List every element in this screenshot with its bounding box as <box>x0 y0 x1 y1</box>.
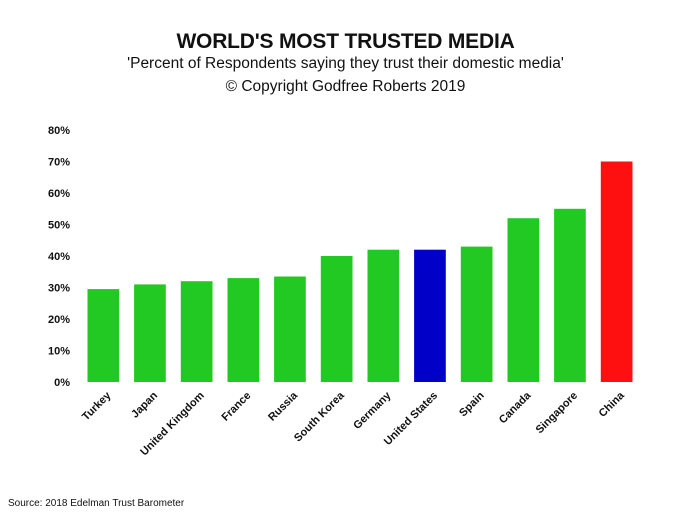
bar-singapore <box>554 208 586 383</box>
bar-france <box>227 278 260 382</box>
bar-germany <box>367 249 400 382</box>
bar-china <box>600 161 633 382</box>
y-axis: 0% 10% 20% 30% 40% 50% 60% 70% 80% <box>48 125 70 389</box>
y-tick-label: 30% <box>48 283 70 295</box>
chart-subtitle: 'Percent of Respondents saying they trus… <box>127 55 564 72</box>
chart-title: WORLD'S MOST TRUSTED MEDIA <box>176 30 515 53</box>
bar-united-kingdom <box>180 281 213 382</box>
bar-united-states <box>414 249 446 382</box>
bar-south-korea <box>320 256 353 382</box>
x-tick-label: Singapore <box>534 390 581 437</box>
y-tick-label: 70% <box>48 157 70 169</box>
y-tick-label: 50% <box>48 220 70 232</box>
y-tick-label: 40% <box>48 251 70 263</box>
y-tick-label: 0% <box>54 377 70 389</box>
x-tick-label: China <box>597 389 628 420</box>
x-tick-label: France <box>219 390 253 424</box>
bar-turkey <box>87 289 120 382</box>
bar-japan <box>134 284 166 382</box>
y-tick-label: 20% <box>48 314 70 326</box>
bar-spain <box>460 246 493 382</box>
x-tick-label: Turkey <box>80 389 114 423</box>
bar-russia <box>274 276 306 382</box>
x-tick-label: Germany <box>351 389 394 432</box>
x-tick-label: South Korea <box>292 389 347 444</box>
x-tick-label: Japan <box>129 389 160 420</box>
x-tick-label: Russia <box>266 389 301 424</box>
x-tick-label: Spain <box>457 389 487 419</box>
y-tick-label: 60% <box>48 188 70 200</box>
chart-copyright: © Copyright Godfree Roberts 2019 <box>225 78 466 95</box>
chart-source: Source: 2018 Edelman Trust Barometer <box>8 498 185 509</box>
y-tick-label: 10% <box>48 346 70 358</box>
bars <box>87 161 633 383</box>
x-tick-label: Canada <box>497 389 534 426</box>
bar-canada <box>507 218 540 382</box>
y-tick-label: 80% <box>48 125 70 137</box>
